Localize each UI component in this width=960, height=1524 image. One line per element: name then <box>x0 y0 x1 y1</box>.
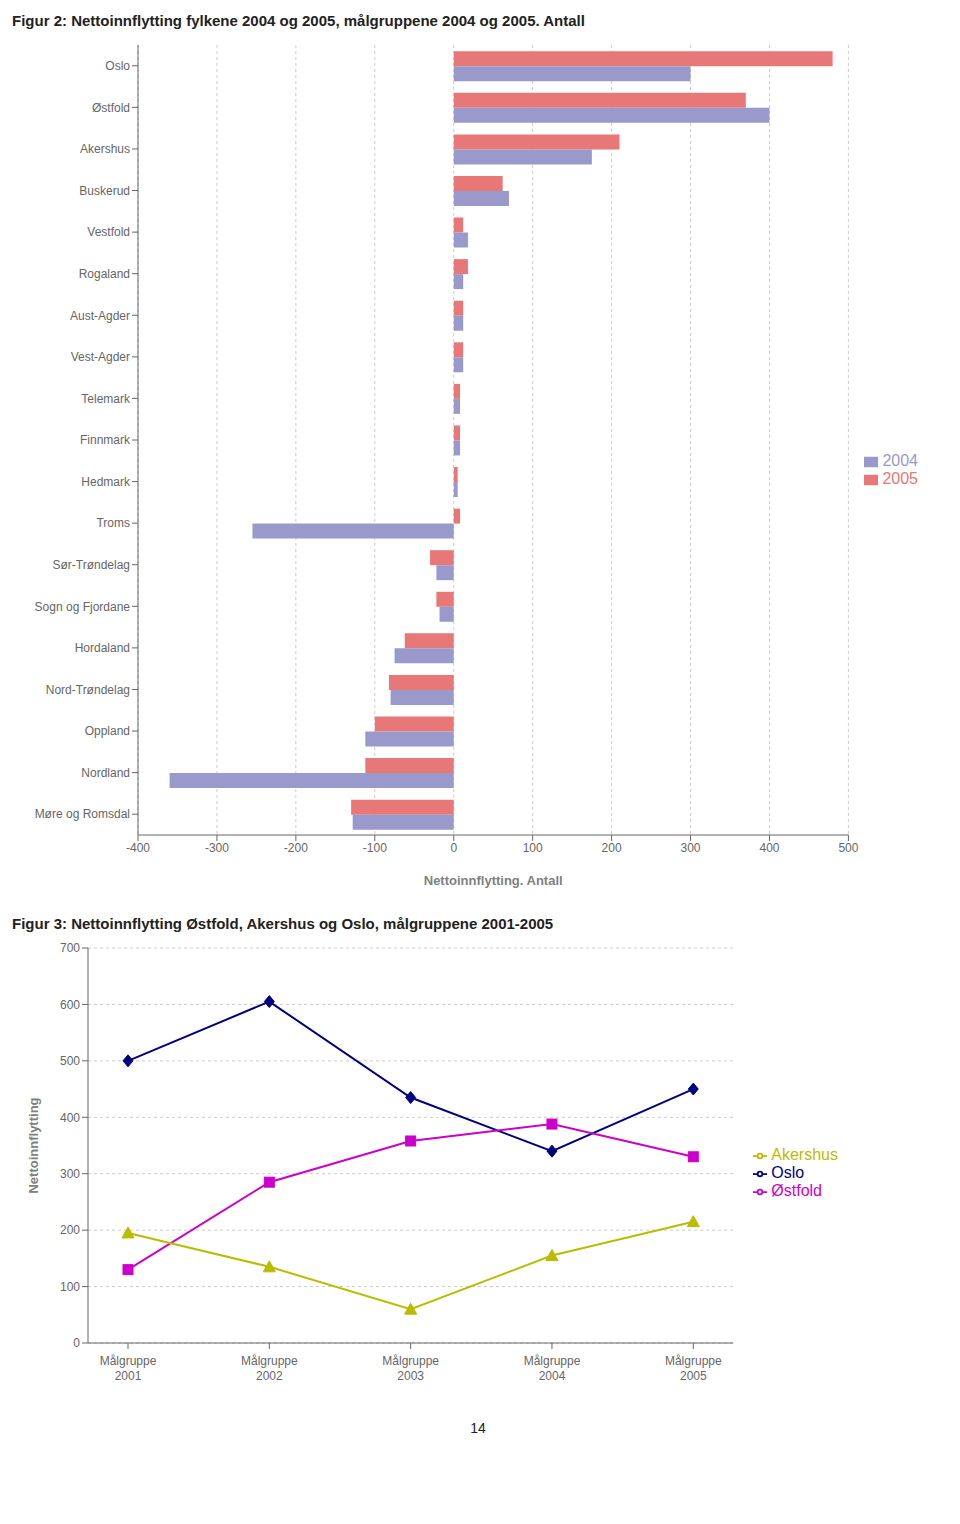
svg-text:Nordland: Nordland <box>81 766 130 780</box>
svg-text:300: 300 <box>681 841 701 855</box>
html-text:Figur 2: Nettoinnflytting fylk: Figur 2: Nettoinnflytting fylkene 2004 o… <box>12 12 585 29</box>
svg-text:Målgruppe2004: Målgruppe2004 <box>524 1354 581 1383</box>
svg-text:0: 0 <box>450 841 457 855</box>
svg-text:-100: -100 <box>363 841 387 855</box>
svg-text:Vestfold: Vestfold <box>87 225 130 239</box>
svg-text:Sogn og Fjordane: Sogn og Fjordane <box>35 600 131 614</box>
svg-text:500: 500 <box>60 1054 80 1068</box>
svg-text:600: 600 <box>60 998 80 1012</box>
svg-text:100: 100 <box>60 1280 80 1294</box>
html-text:Figur 3: Nettoinnflytting Østf: Figur 3: Nettoinnflytting Østfold, Akers… <box>12 915 554 932</box>
svg-text:-400: -400 <box>126 841 150 855</box>
html-text:Oslo: Oslo <box>771 1164 805 1181</box>
html-text:2005: 2005 <box>882 470 918 487</box>
svg-text:Målgruppe2001: Målgruppe2001 <box>100 1354 157 1383</box>
svg-text:Nettoinnflytting: Nettoinnflytting <box>26 1097 41 1193</box>
svg-text:Aust-Agder: Aust-Agder <box>70 309 130 323</box>
svg-text:Målgruppe2003: Målgruppe2003 <box>382 1354 439 1383</box>
html-text:Akershus: Akershus <box>771 1146 838 1163</box>
svg-text:Sør-Trøndelag: Sør-Trøndelag <box>52 558 130 572</box>
svg-text:0: 0 <box>73 1336 80 1350</box>
svg-text:700: 700 <box>60 941 80 955</box>
svg-text:Troms: Troms <box>96 516 130 530</box>
svg-text:200: 200 <box>602 841 622 855</box>
html-text:2004: 2004 <box>882 452 918 469</box>
svg-text:200: 200 <box>60 1223 80 1237</box>
svg-text:Nettoinnflytting. Antall: Nettoinnflytting. Antall <box>424 873 563 888</box>
svg-text:Finnmark: Finnmark <box>80 433 131 447</box>
svg-text:Hordaland: Hordaland <box>75 641 130 655</box>
svg-text:Vest-Agder: Vest-Agder <box>71 350 130 364</box>
svg-text:Målgruppe2002: Målgruppe2002 <box>241 1354 298 1383</box>
svg-text:-200: -200 <box>284 841 308 855</box>
html-text:14: 14 <box>470 1420 486 1436</box>
svg-text:Hedmark: Hedmark <box>81 475 131 489</box>
svg-text:Oppland: Oppland <box>85 724 130 738</box>
svg-text:Målgruppe2005: Målgruppe2005 <box>665 1354 722 1383</box>
svg-text:Akershus: Akershus <box>80 142 130 156</box>
svg-text:Rogaland: Rogaland <box>79 267 130 281</box>
svg-text:-300: -300 <box>205 841 229 855</box>
svg-text:500: 500 <box>838 841 858 855</box>
svg-text:300: 300 <box>60 1167 80 1181</box>
svg-text:Buskerud: Buskerud <box>79 184 130 198</box>
svg-text:400: 400 <box>759 841 779 855</box>
svg-text:Østfold: Østfold <box>92 101 130 115</box>
html-text:Østfold: Østfold <box>771 1182 822 1199</box>
svg-text:Oslo: Oslo <box>105 59 130 73</box>
svg-text:Møre og Romsdal: Møre og Romsdal <box>35 807 130 821</box>
svg-text:Nord-Trøndelag: Nord-Trøndelag <box>46 683 130 697</box>
svg-text:100: 100 <box>523 841 543 855</box>
svg-text:400: 400 <box>60 1111 80 1125</box>
svg-text:Telemark: Telemark <box>81 392 131 406</box>
